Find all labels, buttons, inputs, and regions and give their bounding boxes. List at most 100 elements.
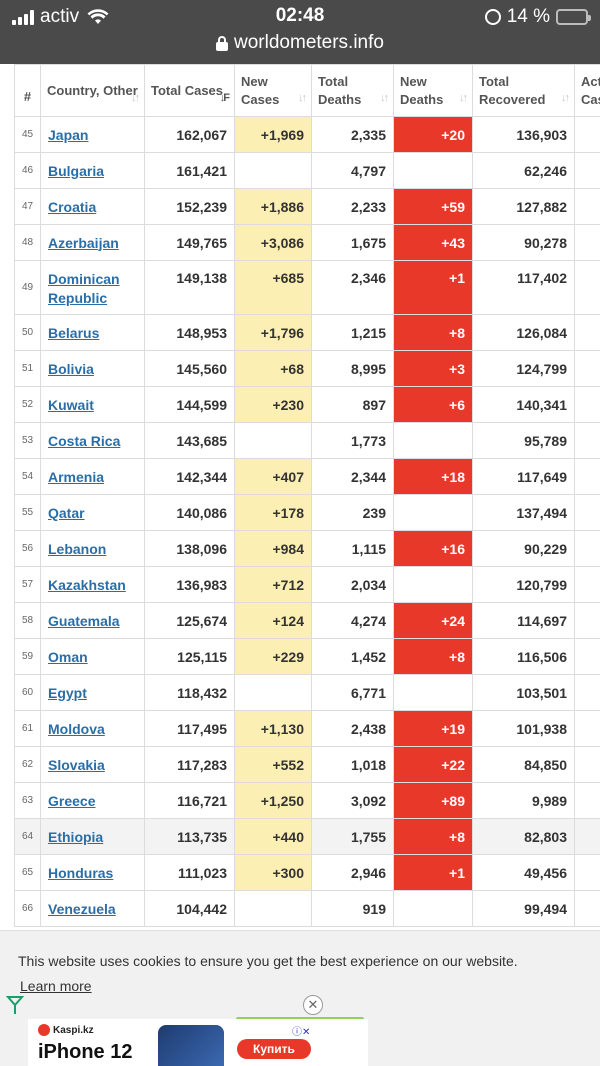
country-link[interactable]: Bolivia [48,360,94,377]
row-index: 51 [14,350,41,387]
country-link[interactable]: Egypt [48,684,87,701]
total-deaths-cell: 6,771 [311,674,394,711]
country-cell: Honduras [40,854,145,891]
ad-choices-icon[interactable] [6,995,24,1015]
country-cell: Greece [40,782,145,819]
carrier-name: activ [40,6,80,27]
country-link[interactable]: Qatar [48,504,85,521]
header-new-cases[interactable]: New Cases ↓↑ [234,64,312,117]
country-link[interactable]: Japan [48,126,89,143]
new-deaths-cell: +19 [393,710,473,747]
total-recovered-cell: 114,697 [472,602,575,639]
new-cases-cell: +1,969 [234,116,312,153]
country-link[interactable]: Oman [48,648,88,665]
row-index: 53 [14,422,41,459]
total-recovered-cell: 117,649 [472,458,575,495]
table-row: 51 Bolivia 145,560 +68 8,995 +3 124,799 [14,350,600,387]
new-deaths-cell: +20 [393,116,473,153]
total-deaths-cell: 1,115 [311,530,394,567]
total-recovered-cell: 82,803 [472,818,575,855]
active-cases-cell [574,188,600,225]
new-cases-cell: +229 [234,638,312,675]
total-deaths-cell: 8,995 [311,350,394,387]
header-active-cases[interactable]: Act Cas [574,64,600,117]
total-cases-cell: 117,283 [144,746,235,783]
country-link[interactable]: Croatia [48,198,97,215]
ad-banner[interactable]: Kaspi.kz iPhone 12 ⓘ✕ Купить [28,1019,368,1066]
total-deaths-cell: 2,344 [311,458,394,495]
ad-info-icons[interactable]: ⓘ✕ [292,1027,311,1038]
padlock-icon [216,36,229,51]
country-link[interactable]: Kuwait [48,396,94,413]
new-deaths-cell: +1 [393,854,473,891]
country-link[interactable]: Slovakia [48,756,105,773]
total-deaths-cell: 919 [311,890,394,927]
total-recovered-cell: 120,799 [472,566,575,603]
new-deaths-cell [393,566,473,603]
signal-icon [12,9,34,25]
total-recovered-cell: 116,506 [472,638,575,675]
country-link[interactable]: Kazakhstan [48,576,126,593]
total-deaths-cell: 1,018 [311,746,394,783]
total-cases-cell: 149,765 [144,224,235,261]
country-link[interactable]: Greece [48,792,96,809]
total-recovered-cell: 101,938 [472,710,575,747]
country-cell: Moldova [40,710,145,747]
phone-image [158,1025,224,1066]
new-cases-cell [234,152,312,189]
header-country[interactable]: Country, Other ↓↑ [40,64,145,117]
total-recovered-cell: 99,494 [472,890,575,927]
new-cases-cell: +68 [234,350,312,387]
table-row: 47 Croatia 152,239 +1,886 2,233 +59 127,882 [14,188,600,225]
country-cell: Azerbaijan [40,224,145,261]
learn-more-link[interactable]: Learn more [20,978,92,994]
header-new-deaths[interactable]: New Deaths ↓↑ [393,64,473,117]
ad-title: iPhone 12 [38,1041,133,1063]
country-link[interactable]: Azerbaijan [48,234,119,251]
battery-percent: 14 % [506,6,550,27]
address-bar[interactable]: worldometers.info [0,32,600,56]
total-cases-cell: 144,599 [144,386,235,423]
new-cases-cell: +124 [234,602,312,639]
total-cases-cell: 148,953 [144,314,235,351]
country-link[interactable]: Belarus [48,324,100,341]
row-index: 45 [14,116,41,153]
country-link[interactable]: Armenia [48,468,105,485]
country-link[interactable]: Ethiopia [48,828,104,845]
country-link[interactable]: Honduras [48,864,114,881]
country-cell: Croatia [40,188,145,225]
country-link[interactable]: Guatemala [48,612,120,629]
kaspi-logo-icon [38,1024,50,1036]
new-cases-cell: +552 [234,746,312,783]
header-total-cases[interactable]: Total Cases ↓F [144,64,235,117]
country-link[interactable]: Venezuela [48,900,116,917]
ad-brand: Kaspi.kz [38,1024,94,1036]
total-cases-cell: 116,721 [144,782,235,819]
country-link[interactable]: Bulgaria [48,162,105,179]
country-link[interactable]: Dominican Republic [48,271,120,306]
total-cases-cell: 161,421 [144,152,235,189]
ad-buy-button[interactable]: Купить [237,1039,311,1059]
total-deaths-cell: 1,215 [311,314,394,351]
header-index[interactable]: # [14,64,41,117]
new-deaths-cell: +8 [393,818,473,855]
new-cases-cell: +712 [234,566,312,603]
country-cell: Venezuela [40,890,145,927]
ad-close-button[interactable]: ✕ [303,995,323,1015]
country-link[interactable]: Moldova [48,720,105,737]
country-link[interactable]: Lebanon [48,540,107,557]
total-cases-cell: 143,685 [144,422,235,459]
country-link[interactable]: Costa Rica [48,432,121,449]
new-deaths-cell: +8 [393,314,473,351]
total-deaths-cell: 239 [311,494,394,531]
sort-icon: ↓↑ [561,92,570,104]
table-row: 60 Egypt 118,432 6,771 103,501 [14,674,600,711]
total-recovered-cell: 62,246 [472,152,575,189]
country-cell: Oman [40,638,145,675]
header-total-deaths[interactable]: Total Deaths ↓↑ [311,64,394,117]
table-row: 62 Slovakia 117,283 +552 1,018 +22 84,850 [14,746,600,783]
total-recovered-cell: 140,341 [472,386,575,423]
header-total-recovered[interactable]: Total Recovered ↓↑ [472,64,575,117]
total-deaths-cell: 2,346 [311,260,394,315]
total-deaths-cell: 2,438 [311,710,394,747]
